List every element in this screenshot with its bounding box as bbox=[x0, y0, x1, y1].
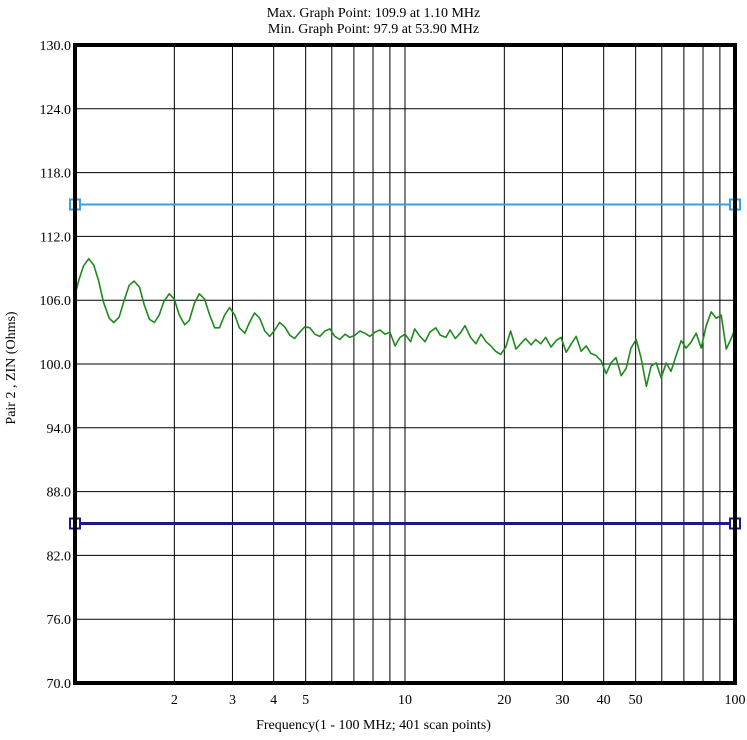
y-tick-label: 100.0 bbox=[40, 358, 72, 373]
y-tick-label: 76.0 bbox=[47, 613, 72, 628]
series-line bbox=[74, 257, 736, 388]
x-tick-label: 2 bbox=[171, 693, 178, 708]
series-layer bbox=[74, 257, 736, 388]
x-tick-label: 10 bbox=[398, 693, 412, 708]
x-tick-label: 50 bbox=[629, 693, 643, 708]
x-tick-label: 5 bbox=[302, 693, 309, 708]
plot-frame bbox=[73, 43, 737, 685]
min-graph-point-label: Min. Graph Point: 97.9 at 53.90 MHz bbox=[267, 22, 480, 37]
x-tick-label: 4 bbox=[270, 693, 277, 708]
y-tick-label: 94.0 bbox=[47, 422, 72, 437]
y-tick-labels: 70.0 76.0 82.0 88.0 94.0 100.0 106.0 112.0 118.0… bbox=[40, 39, 72, 692]
y-tick-label: 70.0 bbox=[47, 677, 72, 692]
x-tick-label: 30 bbox=[555, 693, 569, 708]
max-graph-point-label: Max. Graph Point: 109.9 at 1.10 MHz bbox=[266, 6, 481, 21]
x-tick-label: 40 bbox=[597, 693, 611, 708]
y-tick-label: 112.0 bbox=[40, 230, 71, 245]
y-tick-label: 106.0 bbox=[40, 294, 72, 309]
y-tick-label: 88.0 bbox=[47, 486, 72, 501]
x-tick-labels: 2 3 4 5 10 20 30 40 50 100 bbox=[171, 693, 746, 708]
x-tick-label: 20 bbox=[497, 693, 511, 708]
y-tick-label: 82.0 bbox=[47, 549, 72, 564]
y-tick-label: 118.0 bbox=[40, 167, 71, 182]
x-tick-label: 3 bbox=[229, 693, 236, 708]
x-axis-label: Frequency(1 - 100 MHz; 401 scan points) bbox=[256, 718, 491, 733]
x-tick-label: 100 bbox=[725, 693, 746, 708]
grid-lines bbox=[75, 44, 735, 684]
y-axis-label: Pair 2 , ZIN (Ohms) bbox=[4, 311, 19, 425]
y-tick-label: 130.0 bbox=[40, 39, 72, 54]
y-tick-label: 124.0 bbox=[40, 103, 72, 118]
